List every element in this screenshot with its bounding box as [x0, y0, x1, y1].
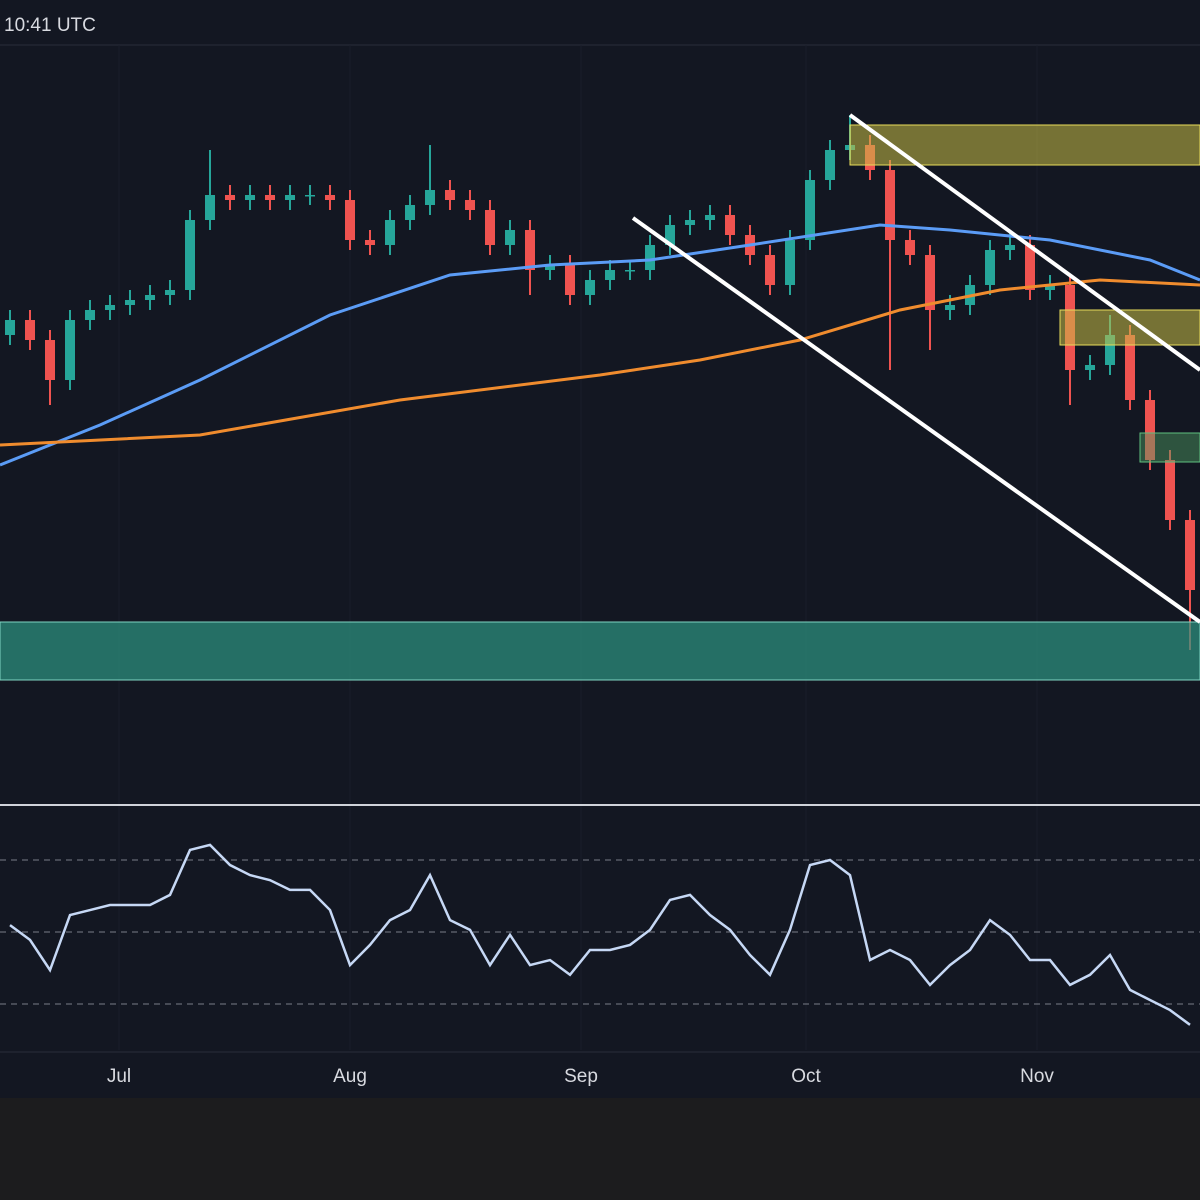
candle-body	[105, 305, 115, 310]
candle-body	[985, 250, 995, 285]
supply-zone	[1059, 309, 1200, 346]
candle-body	[485, 210, 495, 245]
candle-body	[225, 195, 235, 200]
candle-body	[665, 225, 675, 245]
x-tick-label: Jul	[107, 1066, 131, 1087]
candle-body	[185, 220, 195, 290]
candle-body	[785, 240, 795, 285]
candle-body	[1145, 400, 1155, 460]
demand-zone	[0, 621, 1200, 681]
candle-body	[205, 195, 215, 220]
candle-body	[1165, 460, 1175, 520]
supply-zone	[849, 124, 1200, 166]
x-tick-label: Sep	[564, 1066, 598, 1087]
fvg-zone	[1139, 432, 1200, 463]
rsi-line	[9, 843, 1191, 1026]
time-axis: Jul Aug Sep Oct Nov	[107, 1066, 1055, 1087]
candle-body	[1185, 520, 1195, 590]
time-label: 10:41 UTC	[4, 15, 96, 36]
candle-body	[885, 170, 895, 240]
x-tick-label: Nov	[1020, 1066, 1054, 1087]
candle-body	[425, 190, 435, 205]
candle-body	[505, 230, 515, 245]
candle-body	[565, 265, 575, 295]
candle-body	[305, 195, 315, 197]
candle-body	[165, 290, 175, 295]
candle-body	[345, 200, 355, 240]
candle-body	[365, 240, 375, 245]
candle-body	[1005, 245, 1015, 250]
candle-body	[1105, 335, 1115, 365]
candle-body	[685, 220, 695, 225]
candle-body	[445, 190, 455, 200]
candle-body	[925, 255, 935, 310]
candle-body	[805, 180, 815, 240]
candle-body	[85, 310, 95, 320]
chart-background	[0, 0, 1200, 1098]
candle-body	[1045, 285, 1055, 290]
candle-body	[585, 280, 595, 295]
rsi-pane	[0, 843, 1200, 1026]
x-tick-label: Oct	[791, 1066, 821, 1087]
candle-body	[45, 340, 55, 380]
candle-body	[705, 215, 715, 220]
moving-average	[0, 223, 1200, 467]
candle-body	[825, 150, 835, 180]
candle-body	[265, 195, 275, 200]
candle-body	[465, 200, 475, 210]
candle-body	[905, 240, 915, 255]
moving-average	[0, 278, 1200, 447]
candle-body	[625, 270, 635, 272]
candle-body	[325, 195, 335, 200]
candle-body	[765, 255, 775, 285]
candle-body	[525, 230, 535, 270]
candle-body	[725, 215, 735, 235]
candle-body	[385, 220, 395, 245]
candle-body	[1085, 365, 1095, 370]
candle-body	[145, 295, 155, 300]
candle-body	[5, 320, 15, 335]
candle-body	[945, 305, 955, 310]
candle-body	[405, 205, 415, 220]
candle-body	[545, 265, 555, 270]
candle-body	[285, 195, 295, 200]
candle-body	[125, 300, 135, 305]
candle-body	[605, 270, 615, 280]
candle-body	[25, 320, 35, 340]
channel-line	[631, 216, 1200, 624]
plot	[0, 115, 1200, 650]
candle-body	[245, 195, 255, 200]
candle-body	[1025, 245, 1035, 290]
x-tick-label: Aug	[333, 1066, 367, 1087]
candle-body	[65, 320, 75, 380]
channel-line	[848, 113, 1200, 372]
footer-area	[0, 1098, 1200, 1200]
candle-body	[1125, 335, 1135, 400]
candle-body	[645, 245, 655, 270]
